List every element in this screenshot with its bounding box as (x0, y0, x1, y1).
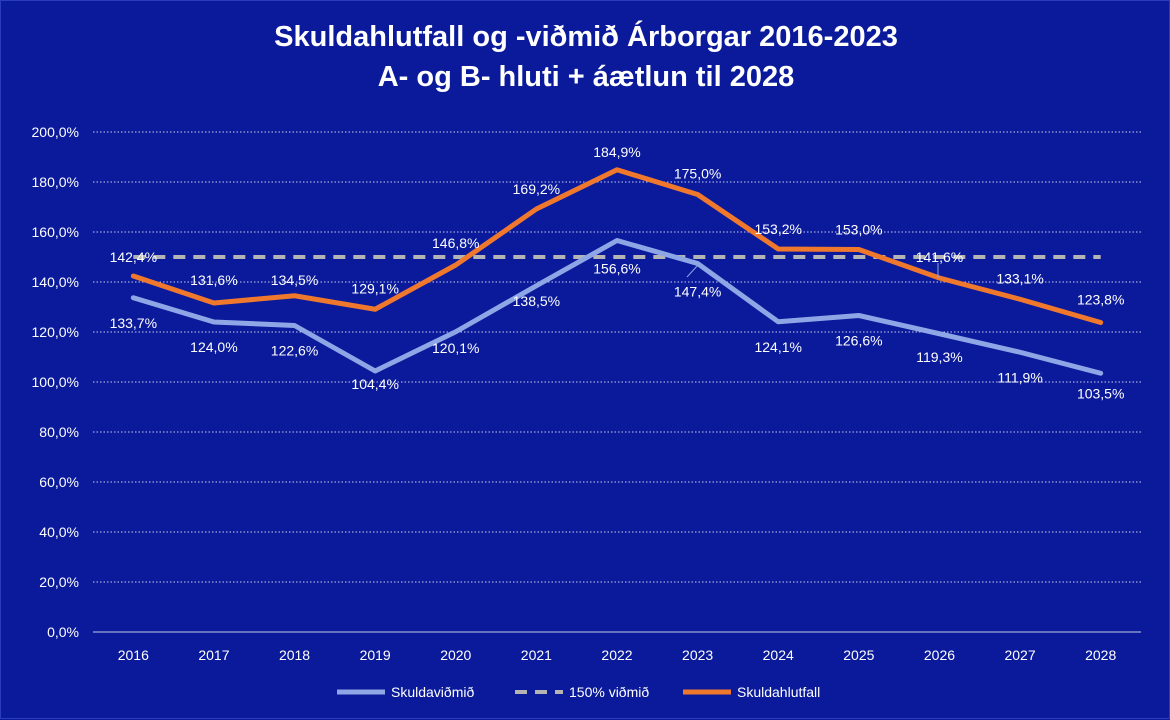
chart-title: Skuldahlutfall og -viðmið Árborgar 2016-… (274, 21, 898, 53)
chart-subtitle: A- og B- hluti + áætlun til 2028 (377, 61, 795, 93)
data-label: 141,6% (916, 249, 963, 265)
leader-line (686, 264, 699, 278)
data-label: 142,4% (110, 249, 157, 265)
y-tick-label: 180,0% (32, 174, 79, 190)
data-label: 146,8% (432, 235, 479, 251)
data-label: 153,0% (835, 222, 882, 238)
x-tick-label: 2019 (360, 647, 391, 663)
y-tick-label: 120,0% (32, 324, 79, 340)
x-tick-label: 2021 (521, 647, 552, 663)
x-tick-label: 2027 (1004, 647, 1035, 663)
data-label: 126,6% (835, 333, 882, 349)
data-label: 169,2% (513, 181, 560, 197)
data-label: 129,1% (351, 280, 398, 296)
legend-label: 150% viðmið (569, 684, 649, 700)
data-label: 138,5% (513, 293, 560, 309)
x-tick-label: 2025 (843, 647, 874, 663)
data-label: 175,0% (674, 166, 721, 182)
x-tick-label: 2018 (279, 647, 310, 663)
data-label: 111,9% (997, 369, 1042, 385)
x-tick-label: 2020 (440, 647, 471, 663)
y-tick-label: 140,0% (32, 274, 79, 290)
data-label: 120,1% (432, 340, 479, 356)
data-label: 124,1% (754, 339, 801, 355)
series-line (130, 167, 1104, 325)
x-tick-label: 2023 (682, 647, 713, 663)
y-tick-label: 200,0% (32, 124, 79, 140)
x-tick-label: 2016 (118, 647, 149, 663)
y-tick-label: 40,0% (39, 524, 79, 540)
data-label: 134,5% (271, 272, 318, 288)
y-tick-label: 80,0% (39, 424, 79, 440)
x-tick-label: 2024 (763, 647, 794, 663)
data-label: 133,7% (110, 315, 157, 331)
data-label: 103,5% (1077, 385, 1124, 401)
data-label: 124,0% (190, 339, 237, 355)
data-label: 131,6% (190, 272, 237, 288)
y-tick-label: 160,0% (32, 224, 79, 240)
y-tick-label: 0,0% (47, 624, 79, 640)
data-label: 104,4% (351, 376, 398, 392)
y-tick-label: 100,0% (32, 374, 79, 390)
y-tick-label: 60,0% (39, 474, 79, 490)
data-label: 147,4% (674, 284, 721, 300)
legend-label: Skuldahlutfall (737, 684, 820, 700)
data-label: 119,3% (916, 349, 962, 365)
y-tick-label: 20,0% (39, 574, 79, 590)
data-label: 156,6% (593, 261, 640, 277)
x-tick-label: 2022 (601, 647, 632, 663)
series-line (130, 238, 1104, 376)
x-tick-label: 2026 (924, 647, 955, 663)
x-tick-label: 2028 (1085, 647, 1116, 663)
data-label: 133,1% (996, 270, 1043, 286)
legend-label: Skuldaviðmið (391, 684, 474, 700)
data-label: 123,8% (1077, 292, 1124, 308)
data-label: 153,2% (754, 221, 801, 237)
data-label: 122,6% (271, 343, 318, 359)
data-label: 184,9% (593, 144, 640, 160)
x-tick-label: 2017 (198, 647, 229, 663)
